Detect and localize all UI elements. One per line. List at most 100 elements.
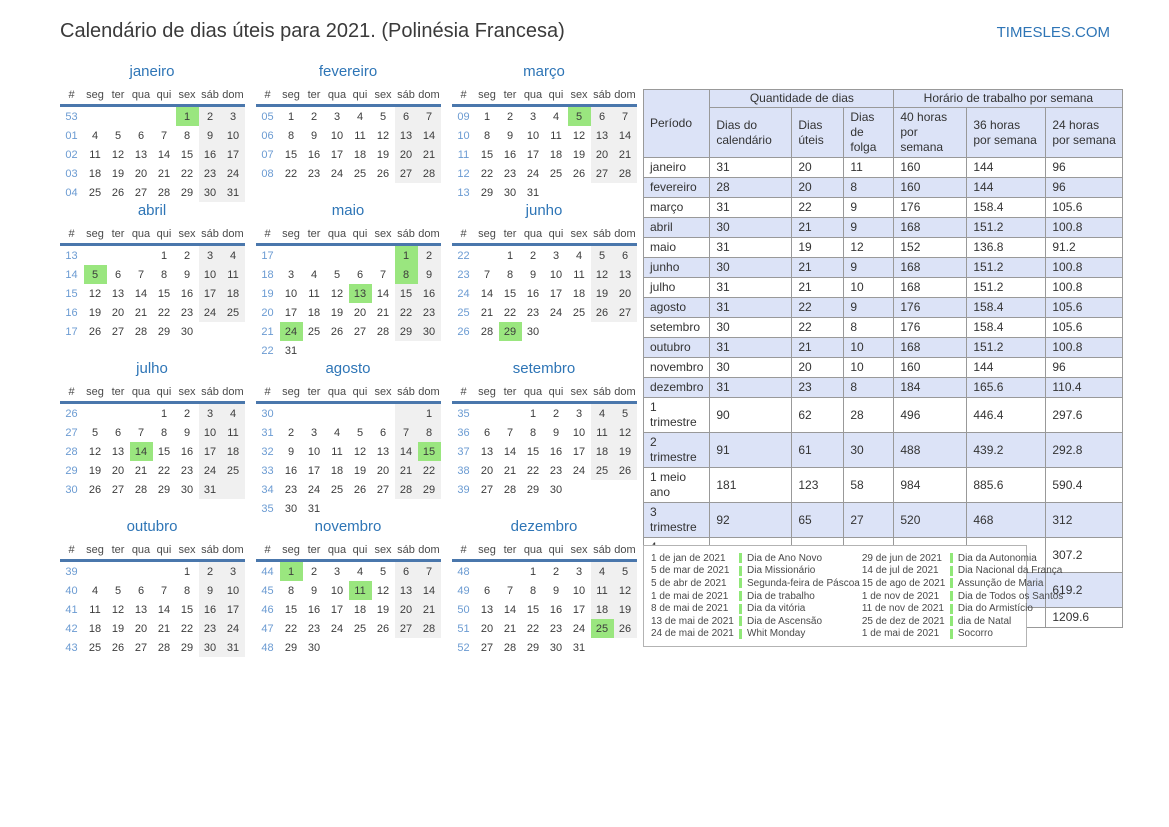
value-cell: 158.4 <box>966 317 1047 338</box>
week-number: 21 <box>261 325 274 338</box>
holiday-marker-icon <box>949 578 953 589</box>
day-cell: 17 <box>549 287 563 300</box>
day-cell: 2 <box>310 565 318 578</box>
day-cell: 17 <box>221 600 245 619</box>
day-cell: 17 <box>198 442 222 461</box>
day-cell <box>591 480 614 499</box>
day-header: qua <box>523 228 543 240</box>
day-cell: 10 <box>284 287 298 300</box>
day-header: sex <box>178 544 196 556</box>
week-number: 06 <box>261 129 274 142</box>
value-cell: 488 <box>893 432 968 468</box>
day-cell: 14 <box>503 603 517 616</box>
day-header: qua <box>523 386 543 398</box>
value-cell: 8 <box>843 317 895 338</box>
day-cell: 5 <box>333 268 341 281</box>
site-link[interactable]: TIMESLES.COM <box>996 24 1110 41</box>
value-cell: 20 <box>791 357 845 378</box>
month-calendar: # seg ter qua qui sex sáb dom 05 1 2 3 4 5 6 7 06 8 9 10 11 1… <box>255 88 441 183</box>
day-cell: 19 <box>330 306 344 319</box>
holiday-name: Socorro <box>957 628 993 640</box>
day-cell: 17 <box>526 148 540 161</box>
week-number: 49 <box>457 584 470 597</box>
day-cell: 9 <box>287 445 295 458</box>
day-cell: 30 <box>198 638 222 657</box>
day-cell: 20 <box>111 464 125 477</box>
week-number: 34 <box>261 483 274 496</box>
day-cell: 10 <box>198 423 222 442</box>
day-cell: 12 <box>590 265 614 284</box>
day-cell: 30 <box>503 186 517 199</box>
day-cell: 16 <box>180 445 194 458</box>
holiday-entry: 1 de mai de 2021 Socorro <box>862 628 1063 641</box>
day-cell: 9 <box>310 584 318 597</box>
day-header: qua <box>327 89 347 101</box>
day-cell: 6 <box>356 268 364 281</box>
day-cell: 25 <box>88 186 102 199</box>
day-header: ter <box>111 89 125 101</box>
day-cell: 16 <box>284 464 298 477</box>
period-label: janeiro <box>642 157 711 178</box>
week-number: 27 <box>65 426 78 439</box>
day-cell: 21 <box>417 600 441 619</box>
holiday-entry: 1 de mai de 2021 Dia de trabalho <box>651 590 860 603</box>
day-cell <box>199 322 222 341</box>
day-cell <box>326 638 349 657</box>
day-cell: 21 <box>134 306 148 319</box>
table-row: 1 trimestre 90 62 28 496 446.4 297.6 <box>642 397 1124 433</box>
day-cell: 12 <box>330 287 344 300</box>
day-cell: 25 <box>590 461 614 480</box>
value-cell: 31 <box>709 337 793 358</box>
day-cell <box>372 341 395 360</box>
day-cell: 4 <box>590 560 614 581</box>
day-cell: 30 <box>198 183 222 202</box>
page-title: Calendário de dias úteis para 2021. (Pol… <box>60 20 565 42</box>
day-cell: 14 <box>376 287 390 300</box>
month-4: abril # seg ter qua qui sex sáb dom 13 1 2 3 4 14 5 6 7 8 9… <box>57 202 247 341</box>
day-cell: 30 <box>417 322 441 341</box>
day-cell: 24 <box>526 167 540 180</box>
month-2: fevereiro # seg ter qua qui sex sáb dom 05 1 2 3 4 5 6 7… <box>253 63 443 183</box>
day-cell: 8 <box>529 426 537 439</box>
day-cell: 24 <box>549 306 563 319</box>
day-cell <box>418 499 441 518</box>
week-number: 53 <box>65 110 78 123</box>
day-cell: 23 <box>549 464 563 477</box>
day-cell: 26 <box>330 325 344 338</box>
value-cell: 446.4 <box>966 397 1047 433</box>
day-cell: 8 <box>287 129 295 142</box>
day-header: sáb <box>593 544 611 556</box>
day-cell: 6 <box>114 426 122 439</box>
holiday-name: Dia da vitória <box>747 603 806 615</box>
value-cell: 96 <box>1045 177 1124 198</box>
day-header: qui <box>156 89 172 101</box>
day-cell: 20 <box>134 622 148 635</box>
day-cell: 8 <box>287 584 295 597</box>
month-7: julho # seg ter qua qui sex sáb dom 26 1 2 3 4 27 5 6 7 8 9… <box>57 360 247 499</box>
value-cell: 105.6 <box>1045 317 1124 338</box>
value-cell: 21 <box>791 337 845 358</box>
month-title: setembro <box>512 360 576 377</box>
day-cell: 31 <box>572 641 586 654</box>
week-number: 40 <box>65 584 78 597</box>
day-header: sex <box>374 89 392 101</box>
week-number: 22 <box>261 344 274 357</box>
day-header: sex <box>570 228 588 240</box>
day-cell: 11 <box>590 581 614 600</box>
value-cell: 100.8 <box>1045 217 1124 238</box>
day-header: dom <box>614 89 636 101</box>
day-cell: 18 <box>330 464 344 477</box>
value-cell: 31 <box>709 237 793 258</box>
holiday-marker-icon <box>739 578 742 589</box>
day-cell: 6 <box>613 244 637 265</box>
day-cell: 22 <box>284 167 298 180</box>
day-cell: 31 <box>307 502 321 515</box>
table-row: fevereiro 28 20 8 160 144 96 <box>642 177 1124 198</box>
holiday-name: Whit Monday <box>747 628 806 640</box>
day-cell: 23 <box>549 622 563 635</box>
day-cell <box>394 402 418 423</box>
day-cell: 23 <box>503 167 517 180</box>
day-cell: 21 <box>503 622 517 635</box>
value-cell: 20 <box>791 157 845 178</box>
day-cell <box>568 322 591 341</box>
